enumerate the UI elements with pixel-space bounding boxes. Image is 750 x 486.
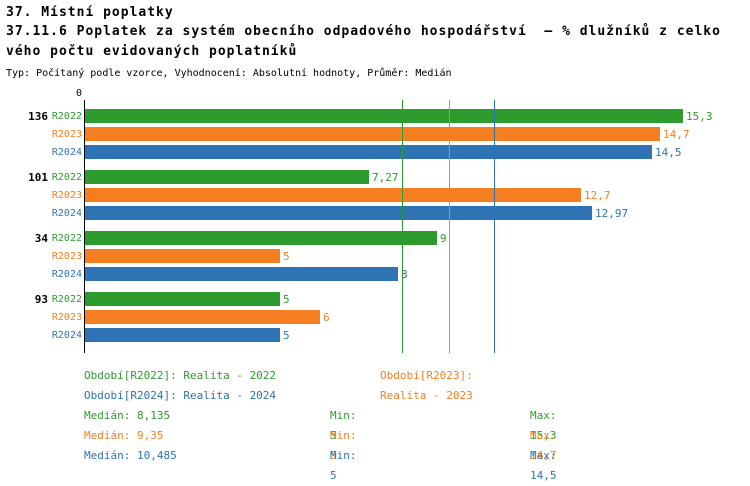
- bar-group-101: 101 R2022 7,27 R2023 12,7 R2024 12,97: [0, 170, 750, 220]
- bar-r2022-136: [85, 109, 683, 123]
- bar-value-label: 5: [283, 292, 290, 306]
- min-value-r2022: Min: 5: [330, 409, 357, 442]
- median-line-r2023: [449, 100, 450, 353]
- min-value-r2023: Min: 5: [330, 429, 357, 462]
- legend-row: Období[R2022]: Realita - 2022 Období[R20…: [84, 366, 473, 402]
- bar-track: 14,5: [85, 145, 750, 159]
- bar-r2023-136: [85, 127, 660, 141]
- max-value-r2022: Max: 15,3: [530, 409, 557, 442]
- series-label-r2022: R2022: [51, 293, 82, 305]
- median-value-r2024: Medián: 10,485: [84, 449, 177, 462]
- bar-r2023-34: [85, 249, 280, 263]
- bar-r2024-93: [85, 328, 280, 342]
- bar-row-r2022-136: 136 R2022 15,3: [0, 109, 750, 123]
- bar-track: 14,7: [85, 127, 750, 141]
- series-label-r2024: R2024: [51, 329, 82, 341]
- bar-value-label: 5: [283, 328, 290, 342]
- median-line-r2024: [494, 100, 495, 353]
- bar-r2024-136: [85, 145, 652, 159]
- median-value-r2023: Medián: 9,35: [84, 429, 164, 442]
- bar-chart: 0 136 R2022 15,3 R2023 14,7 R2024 14,5 101 R2022…: [0, 89, 750, 353]
- bar-value-label: 6: [323, 310, 330, 324]
- bar-value-label: 9: [440, 231, 447, 245]
- bar-r2024-34: [85, 267, 398, 281]
- median-line-r2022: [402, 100, 403, 353]
- bar-r2023-93: [85, 310, 320, 324]
- legend-row: Období[R2024]: Realita - 2024: [84, 386, 276, 406]
- bar-value-label: 15,3: [686, 109, 713, 123]
- bar-track: 5: [85, 328, 750, 342]
- bar-track: 12,7: [85, 188, 750, 202]
- indicator-title-line2: vého počtu evidovaných poplatníků: [6, 44, 298, 59]
- series-label-r2022: R2022: [51, 110, 82, 122]
- bar-row-r2024-34: R2024 8: [0, 267, 750, 281]
- bar-track: 15,3: [85, 109, 750, 123]
- bar-row-r2023-136: R2023 14,7: [0, 127, 750, 141]
- bar-row-r2023-101: R2023 12,7: [0, 188, 750, 202]
- bar-group-34: 34 R2022 9 R2023 5 R2024 8: [0, 231, 750, 281]
- stats-row-r2022: Medián: 8,135 Min: 5 Max: 15,3: [84, 406, 557, 442]
- bar-r2022-34: [85, 231, 437, 245]
- bar-value-label: 14,5: [655, 145, 682, 159]
- bar-value-label: 8: [401, 267, 408, 281]
- bar-row-r2024-136: R2024 14,5: [0, 145, 750, 159]
- bar-value-label: 12,7: [584, 188, 611, 202]
- bar-row-r2023-93: R2023 6: [0, 310, 750, 324]
- group-count-label: 136: [28, 109, 48, 123]
- report-header: 37. Místní poplatky 37.11.6 Poplatek za …: [6, 3, 721, 82]
- bar-r2022-93: [85, 292, 280, 306]
- y-axis-line: [84, 100, 85, 353]
- axis-zero-label: 0: [75, 88, 82, 99]
- max-value-r2024: Max: 14,5: [530, 449, 557, 482]
- bar-row-r2023-34: R2023 5: [0, 249, 750, 263]
- series-label-r2023: R2023: [51, 128, 82, 140]
- bar-row-r2022-101: 101 R2022 7,27: [0, 170, 750, 184]
- stats-row-r2024: Medián: 10,485 Min: 5 Max: 14,5: [84, 446, 557, 482]
- legend-item-r2022: Období[R2022]: Realita - 2022: [84, 369, 277, 382]
- plot-area: 136 R2022 15,3 R2023 14,7 R2024 14,5 101 R2022 7,…: [0, 109, 750, 353]
- bar-track: 5: [85, 249, 750, 263]
- stats-row-r2023: Medián: 9,35 Min: 5 Max: 14,7: [84, 426, 557, 462]
- bar-row-r2024-93: R2024 5: [0, 328, 750, 342]
- bar-track: 9: [85, 231, 750, 245]
- bar-track: 6: [85, 310, 750, 324]
- bar-row-r2024-101: R2024 12,97: [0, 206, 750, 220]
- bar-r2024-101: [85, 206, 592, 220]
- report-title: 37. Místní poplatky: [6, 5, 174, 20]
- bar-row-r2022-93: 93 R2022 5: [0, 292, 750, 306]
- bar-track: 12,97: [85, 206, 750, 220]
- bar-r2022-101: [85, 170, 369, 184]
- chart-meta-info: Typ: Počítaný podle vzorce, Vyhodnocení:…: [6, 68, 452, 79]
- median-value-r2022: Medián: 8,135: [84, 409, 171, 422]
- series-label-r2023: R2023: [51, 189, 82, 201]
- bar-track: 5: [85, 292, 750, 306]
- min-value-r2024: Min: 5: [330, 449, 357, 482]
- series-label-r2022: R2022: [51, 232, 82, 244]
- indicator-title-line1: 37.11.6 Poplatek za systém obecního odpa…: [6, 24, 721, 39]
- series-label-r2022: R2022: [51, 171, 82, 183]
- bar-group-93: 93 R2022 5 R2023 6 R2024 5: [0, 292, 750, 342]
- bar-group-136: 136 R2022 15,3 R2023 14,7 R2024 14,5: [0, 109, 750, 159]
- bar-track: 7,27: [85, 170, 750, 184]
- series-label-r2024: R2024: [51, 146, 82, 158]
- legend-item-r2024: Období[R2024]: Realita - 2024: [84, 389, 277, 402]
- bar-r2023-101: [85, 188, 581, 202]
- group-count-label: 93: [34, 292, 48, 306]
- series-label-r2024: R2024: [51, 207, 82, 219]
- bar-track: 8: [85, 267, 750, 281]
- series-label-r2023: R2023: [51, 250, 82, 262]
- legend: Období[R2022]: Realita - 2022 Období[R20…: [84, 366, 473, 406]
- bar-value-label: 12,97: [595, 206, 629, 220]
- bar-value-label: 5: [283, 249, 290, 263]
- group-count-label: 101: [28, 170, 48, 184]
- bar-row-r2022-34: 34 R2022 9: [0, 231, 750, 245]
- group-count-label: 34: [34, 231, 48, 245]
- bar-value-label: 14,7: [663, 127, 690, 141]
- max-value-r2023: Max: 14,7: [530, 429, 557, 462]
- legend-item-r2023: Období[R2023]: Realita - 2023: [380, 369, 473, 402]
- series-label-r2023: R2023: [51, 311, 82, 323]
- stats-block: Medián: 8,135 Min: 5 Max: 15,3 Medián: 9…: [84, 406, 557, 482]
- series-label-r2024: R2024: [51, 268, 82, 280]
- bar-value-label: 7,27: [372, 170, 399, 184]
